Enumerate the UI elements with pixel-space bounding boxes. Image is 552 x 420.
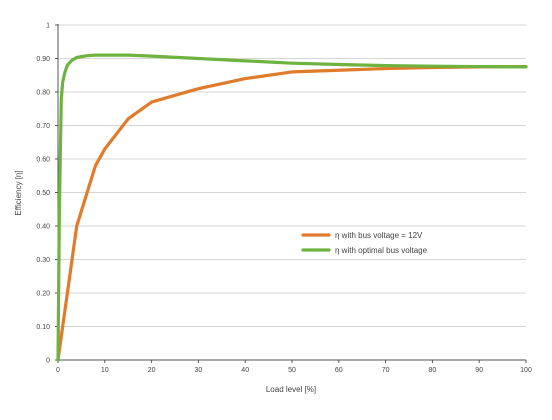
y-tick-label: 0	[46, 358, 50, 365]
legend-label-0: η with bus voltage = 12V	[335, 231, 423, 240]
x-axis-title: Load level [%]	[266, 385, 316, 394]
series-line-0	[56, 64, 528, 362]
legend-label-1: η with optimal bus voltage	[335, 246, 428, 255]
y-tick-label: 0.40	[36, 224, 50, 231]
y-tick-label: 1	[46, 23, 50, 30]
grid-layer	[58, 24, 526, 327]
y-tick-label: 0.80	[36, 90, 50, 97]
x-tick-label: 60	[335, 367, 343, 374]
y-tick-label: 0.50	[36, 190, 50, 197]
x-tick-label: 30	[195, 367, 203, 374]
x-tick-label: 90	[475, 367, 483, 374]
y-tick-label: 0.30	[36, 257, 50, 264]
series-line-1	[56, 53, 528, 362]
x-tick-label: 50	[288, 367, 296, 374]
y-tick-label: 0.60	[36, 157, 50, 164]
y-tick-label: 0.70	[36, 123, 50, 130]
x-tick-label: 10	[101, 367, 109, 374]
y-axis-title: Efficiency [η]	[14, 170, 23, 215]
y-tick-label: 0.90	[36, 56, 50, 63]
x-tick-label: 40	[241, 367, 249, 374]
x-tick-label: 80	[429, 367, 437, 374]
y-tick-label: 0.20	[36, 291, 50, 298]
series-layer	[56, 53, 528, 362]
x-tick-label: 20	[148, 367, 156, 374]
legend: η with bus voltage = 12V η with optimal b…	[301, 231, 428, 255]
x-tick-label: 70	[382, 367, 390, 374]
y-tick-label: 0.10	[36, 324, 50, 331]
x-tick-label: 0	[56, 367, 60, 374]
x-tick-label: 100	[520, 367, 532, 374]
